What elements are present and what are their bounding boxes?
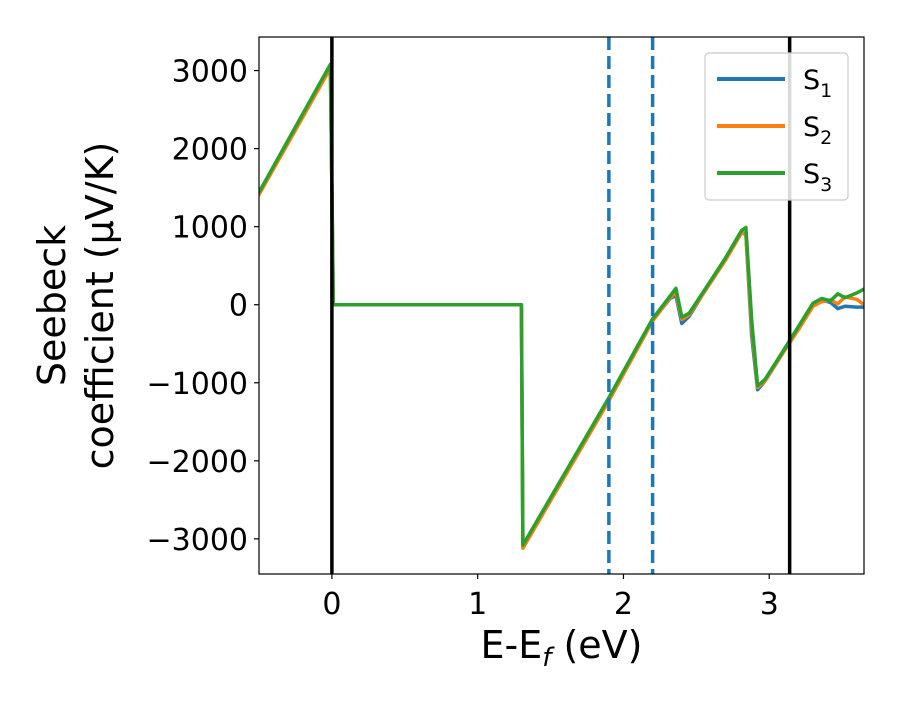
y-tick-label-4: −1000 [147,367,248,402]
x-axis-title-unit: (eV) [551,623,642,667]
y-axis-title-line-2: coefficient (μV/K) [78,142,122,470]
y-axis-title: Seebeck coefficient (μV/K) [30,142,122,470]
x-tick-label-0: 0 [322,587,341,622]
x-axis-title: E-Ef (eV) [481,623,643,673]
y-tick-label-2: 1000 [172,211,248,246]
tick-layer: 0 1 2 3 3000 2000 1000 0 −1000 −2000 −3000 [147,55,779,622]
y-tick-label-1: 2000 [172,133,248,168]
x-tick-label-3: 3 [760,587,779,622]
y-tick-label-5: −2000 [147,445,248,480]
legend-label-1: S1 [803,65,832,102]
plot-frame [258,36,865,575]
x-tick-label-1: 1 [468,587,487,622]
series-layer [259,62,864,550]
legend-label-2: S2 [803,112,832,149]
legend-label-3: S3 [803,159,832,196]
legend-label-subscript-1: 1 [820,80,832,102]
y-tick-label-3: 0 [229,289,248,324]
legend-label-name-3: S [803,159,820,190]
y-axis-title-line-1: Seebeck [30,225,74,386]
series-line-3 [259,62,864,547]
legend-label-name-2: S [803,112,820,143]
y-tick-label-6: −3000 [147,523,248,558]
legend-label-subscript-3: 3 [820,174,832,196]
x-tick-label-2: 2 [614,587,633,622]
legend-label-subscript-2: 2 [820,127,832,149]
legend-label-name-1: S [803,65,820,96]
x-axis-title-main: E-E [481,623,543,667]
y-tick-label-0: 3000 [172,55,248,90]
